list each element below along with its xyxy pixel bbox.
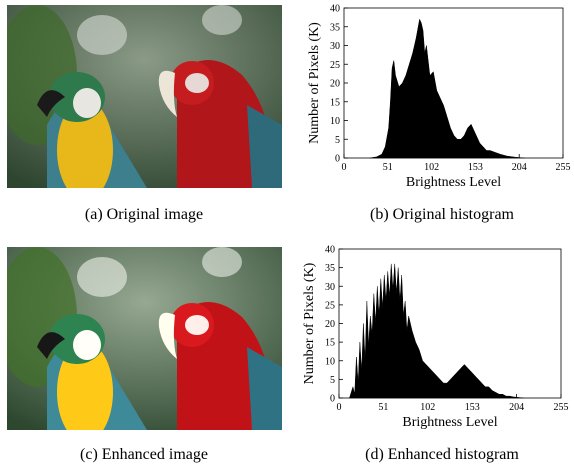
y-axis-label: Number of Pixels (K) xyxy=(307,22,322,144)
y-tick-label: 10 xyxy=(330,116,340,127)
y-tick-label: 30 xyxy=(325,282,335,293)
y-tick-label: 40 xyxy=(330,4,340,15)
x-tick-label: 204 xyxy=(509,402,524,413)
y-tick-label: 35 xyxy=(325,263,335,274)
x-tick-label: 153 xyxy=(465,402,480,413)
caption: (c) Enhanced image xyxy=(80,446,208,463)
x-tick-label: 0 xyxy=(342,162,347,173)
y-tick-label: 35 xyxy=(330,22,340,33)
y-tick-label: 10 xyxy=(325,356,335,367)
caption: (a) Original image xyxy=(85,206,203,223)
x-tick-label: 0 xyxy=(337,402,342,413)
y-tick-label: 20 xyxy=(330,79,340,90)
x-axis-label: Brightness Level xyxy=(402,415,497,430)
x-tick-label: 51 xyxy=(378,402,388,413)
y-tick-label: 5 xyxy=(330,375,335,386)
x-tick-label: 102 xyxy=(424,162,439,173)
y-tick-label: 15 xyxy=(325,338,335,349)
x-tick-label: 51 xyxy=(383,162,393,173)
caption: (b) Original histogram xyxy=(370,206,515,223)
x-tick-label: 204 xyxy=(512,162,527,173)
enhanced-image xyxy=(0,247,282,442)
y-tick-label: 20 xyxy=(325,319,335,330)
x-axis-label: Brightness Level xyxy=(406,175,501,190)
x-tick-label: 102 xyxy=(420,402,435,413)
y-axis-label: Number of Pixels (K) xyxy=(302,262,317,384)
x-tick-label: 153 xyxy=(468,162,483,173)
x-tick-label: 255 xyxy=(554,402,569,413)
y-tick-label: 30 xyxy=(330,41,340,52)
y-tick-label: 40 xyxy=(325,245,335,256)
y-tick-label: 5 xyxy=(335,135,340,146)
y-tick-label: 25 xyxy=(325,300,335,311)
x-tick-label: 255 xyxy=(556,162,571,173)
y-tick-label: 0 xyxy=(330,394,335,405)
caption: (d) Enhanced histogram xyxy=(365,446,519,463)
histogram-area xyxy=(369,18,525,159)
original-image xyxy=(0,5,282,200)
y-tick-label: 25 xyxy=(330,60,340,71)
y-tick-label: 15 xyxy=(330,97,340,108)
histogram-area xyxy=(349,263,524,399)
y-tick-label: 0 xyxy=(335,154,340,165)
